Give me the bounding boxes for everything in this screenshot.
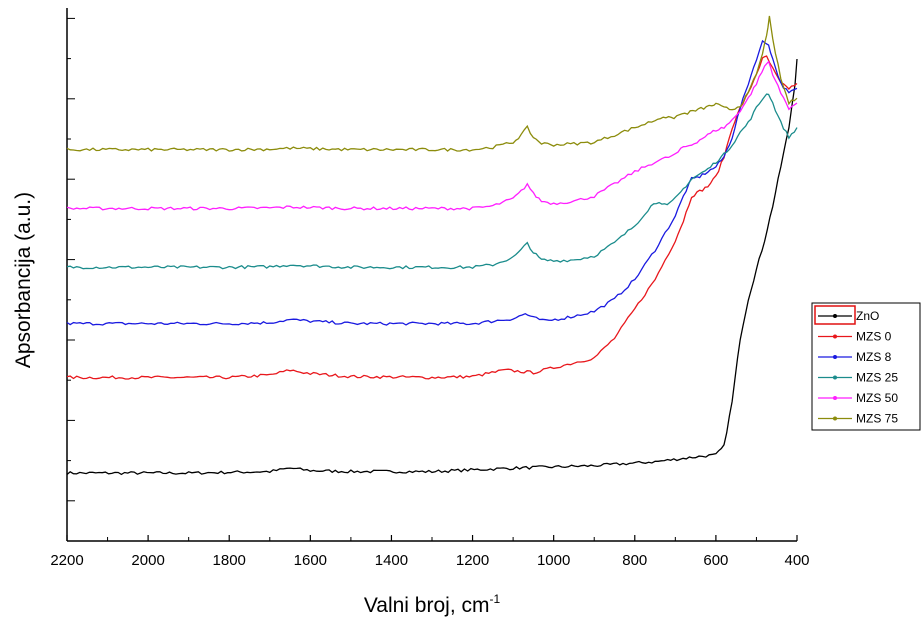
series-line-mzs-50 bbox=[66, 60, 798, 211]
x-tick-label: 1800 bbox=[213, 552, 246, 569]
y-axis-title: Apsorbancija (a.u.) bbox=[12, 192, 35, 368]
legend-marker bbox=[833, 396, 837, 400]
legend-label: MZS 50 bbox=[856, 391, 898, 405]
series-line-mzs-0 bbox=[66, 55, 798, 380]
x-tick-label: 1200 bbox=[456, 552, 489, 569]
legend-label: ZnO bbox=[856, 309, 879, 323]
axes: 2200 2000 1800 1600 1400 1200 1000 800 600 400 bbox=[50, 8, 810, 569]
x-tick-label: 1000 bbox=[537, 552, 570, 569]
series-line-mzs-8 bbox=[66, 39, 798, 326]
series-line-mzs-25 bbox=[66, 93, 798, 270]
legend-marker bbox=[833, 416, 837, 421]
x-tick-label: 2200 bbox=[50, 552, 83, 569]
legend-label: MZS 75 bbox=[856, 412, 898, 426]
x-axis-title-superscript: -1 bbox=[489, 592, 500, 606]
x-axis-title: Valni broj, cm-1 bbox=[364, 592, 501, 617]
x-tick-label: 1600 bbox=[294, 552, 327, 569]
legend-marker bbox=[833, 314, 837, 318]
y-axis-ticks bbox=[67, 17, 75, 542]
series-line-zno bbox=[66, 58, 798, 476]
legend-label: MZS 8 bbox=[856, 350, 892, 364]
legend: ZnO MZS 0 MZS 8 MZS 25 MZS 50 MZS 75 bbox=[811, 302, 921, 431]
x-tick-label: 1400 bbox=[375, 552, 408, 569]
legend-marker bbox=[833, 375, 837, 380]
series-group bbox=[66, 15, 798, 476]
x-axis-ticks: 2200 2000 1800 1600 1400 1200 1000 800 600 400 bbox=[50, 535, 810, 569]
legend-label: MZS 25 bbox=[856, 371, 898, 385]
legend-label: MZS 0 bbox=[856, 330, 892, 344]
legend-marker bbox=[833, 355, 837, 359]
x-tick-label: 2000 bbox=[131, 552, 164, 569]
x-tick-label: 400 bbox=[784, 552, 809, 569]
legend-highlight bbox=[814, 305, 856, 325]
x-tick-label: 600 bbox=[703, 552, 728, 569]
series-line-mzs-75 bbox=[66, 15, 798, 152]
x-tick-label: 800 bbox=[622, 552, 647, 569]
legend-marker bbox=[833, 334, 837, 339]
